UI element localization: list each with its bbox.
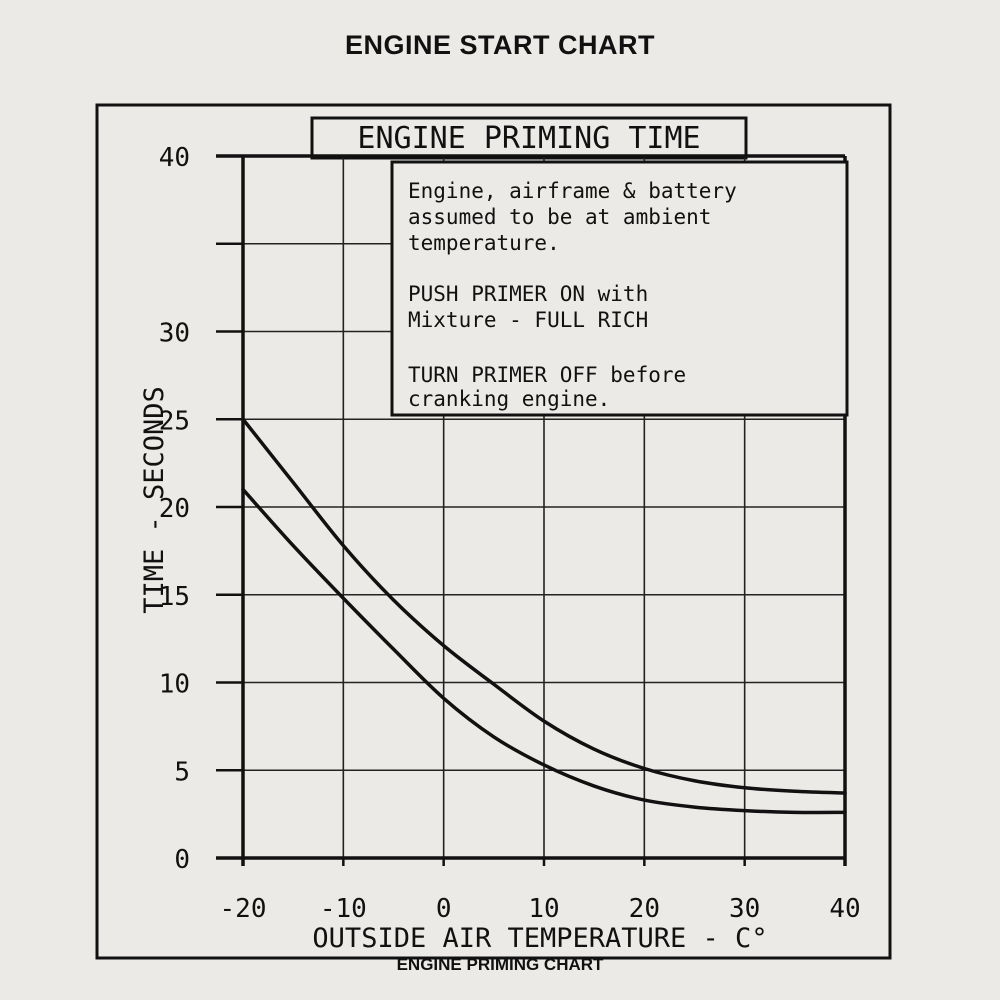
y-tick-label: 10 <box>159 670 190 700</box>
lower-priming-curve <box>241 487 847 815</box>
x-tick-label: -10 <box>320 894 367 924</box>
note-line-6: TURN PRIMER OFF before <box>408 363 686 387</box>
y-tick-label: 25 <box>159 406 190 436</box>
note-box <box>390 160 849 417</box>
y-tick-label: 0 <box>174 845 190 875</box>
outer-frame <box>95 103 892 960</box>
series-lines <box>241 417 847 815</box>
chart-title: ENGINE PRIMING TIME <box>357 121 700 156</box>
x-tick-labels: -20 -10 0 10 20 30 40 <box>220 894 861 924</box>
y-axis-label: TIME - SECONDS <box>139 386 170 614</box>
note-line-2: assumed to be at ambient <box>408 205 711 229</box>
note-line-3: temperature. <box>408 231 560 255</box>
note-line-1: Engine, airframe & battery <box>408 179 737 203</box>
note-line-5: Mixture - FULL RICH <box>408 308 648 332</box>
y-tick-label: 30 <box>159 319 190 349</box>
x-tick-label: 40 <box>829 894 860 924</box>
x-axis-label: OUTSIDE AIR TEMPERATURE - C° <box>312 923 767 954</box>
chart-caption: ENGINE PRIMING CHART <box>396 955 604 974</box>
note-line-7: cranking engine. <box>408 387 610 411</box>
note-text: Engine, airframe & battery assumed to be… <box>408 179 737 411</box>
page-title: ENGINE START CHART <box>345 30 655 60</box>
y-tick-labels: 0 5 10 15 20 25 30 40 <box>159 143 190 875</box>
x-tick-label: 30 <box>729 894 760 924</box>
chart-title-box <box>310 116 748 160</box>
note-line-4: PUSH PRIMER ON with <box>408 282 648 306</box>
x-tick-label: 10 <box>528 894 559 924</box>
x-tick-label: 0 <box>436 894 452 924</box>
x-tick-label: -20 <box>220 894 267 924</box>
y-tick-label: 20 <box>159 494 190 524</box>
y-tick-label: 5 <box>174 757 190 787</box>
y-tick-label: 15 <box>159 582 190 612</box>
upper-priming-curve <box>241 417 847 795</box>
x-tick-label: 20 <box>629 894 660 924</box>
y-tick-label: 40 <box>159 143 190 173</box>
